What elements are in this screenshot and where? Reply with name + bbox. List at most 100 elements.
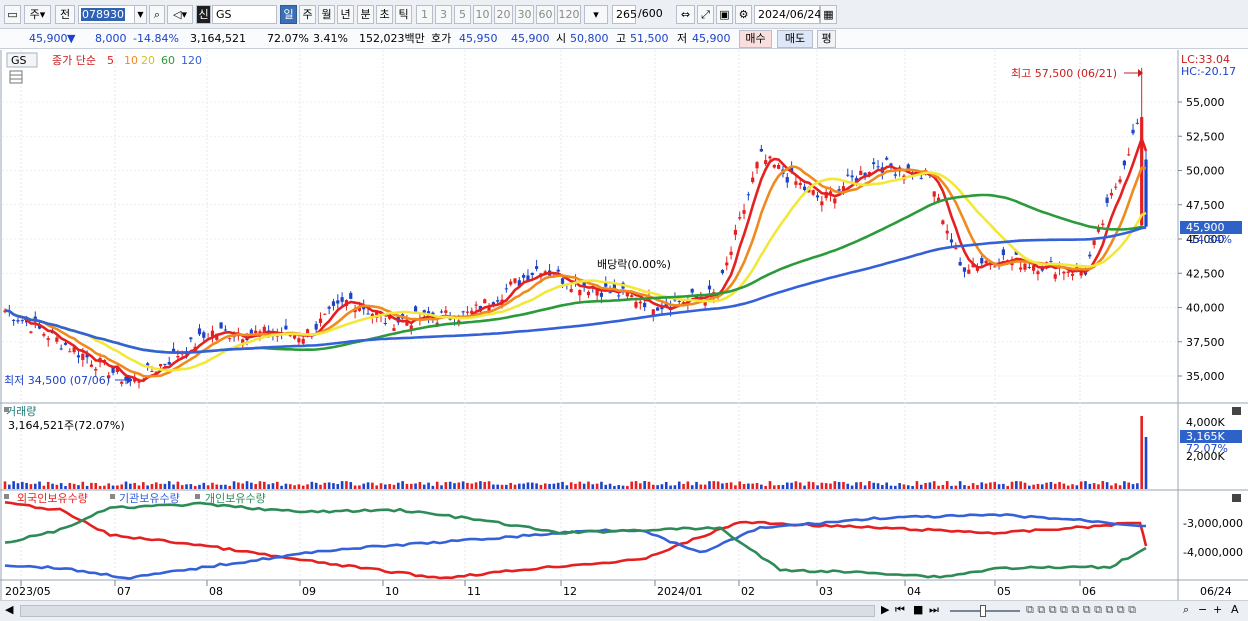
scroll-left-icon[interactable]: ◀ (5, 603, 14, 616)
volume-bar (215, 484, 219, 489)
interval-3[interactable]: 3 (435, 5, 452, 24)
stock-code-input[interactable]: 078930 (78, 5, 146, 24)
period-year-tab[interactable]: 년 (337, 5, 354, 24)
buy-button[interactable]: 매수 (739, 30, 772, 48)
volume-bar (349, 482, 353, 489)
last-icon[interactable]: ⏭ (929, 603, 939, 616)
period-second-tab[interactable]: 초 (376, 5, 393, 24)
volume-bar (409, 483, 413, 489)
volume-bar (941, 485, 945, 489)
zoom-in-icon[interactable]: + (1213, 603, 1223, 616)
interval-120[interactable]: 120 (557, 5, 581, 24)
stock-chart[interactable]: 55,000 52,500 50,000 47,500 45,000 42,500 40,0… (0, 50, 1248, 600)
candle (824, 191, 828, 199)
stock-name-field[interactable]: GS (212, 5, 277, 24)
price-tag (1180, 221, 1242, 234)
volume-bar (167, 481, 171, 489)
candle (1144, 159, 1148, 227)
candle (569, 288, 573, 292)
candle (171, 348, 176, 353)
first-icon[interactable]: ⏮ (895, 603, 905, 616)
volume-bar (500, 484, 504, 489)
candle (120, 381, 124, 384)
scroll-right-icon[interactable]: ▶ (881, 603, 890, 616)
volume-bar (150, 484, 154, 489)
interval-1[interactable]: 1 (416, 5, 433, 24)
volume-bar (107, 483, 111, 489)
interval-60[interactable]: 60 (536, 5, 555, 24)
candle (16, 320, 20, 322)
tools-icons[interactable]: ⧉ ⧉ ⧉ ⧉ ⧉ ⧉ ⧉ ⧉ ⧉ ⧉ (1026, 603, 1137, 616)
candle (526, 275, 530, 282)
layout-icon[interactable]: ▭ (4, 5, 21, 24)
period-tick-tab[interactable]: 틱 (395, 5, 412, 24)
magnifier-icon[interactable]: ⌕ (1183, 603, 1190, 616)
volume-bar (124, 481, 128, 489)
trade-amount: 152,023백만 (359, 32, 425, 45)
volume-bar (358, 485, 361, 489)
volume-bar (1062, 483, 1066, 489)
volume-bar (1144, 437, 1148, 489)
period-day-tab[interactable]: 일 (280, 5, 297, 24)
gear-icon[interactable]: ⚙ (735, 5, 752, 24)
crosshair-icon[interactable]: ⤢ (697, 5, 714, 24)
volume-bar (686, 481, 690, 489)
high-value: 51,500 (630, 32, 669, 45)
period-minute-tab[interactable]: 분 (357, 5, 374, 24)
scroll-track[interactable] (20, 605, 875, 617)
zoom-slider-handle[interactable] (980, 605, 986, 617)
volume-bar (803, 485, 806, 489)
interval-dropdown[interactable]: ▾ (584, 5, 608, 24)
save-icon[interactable]: ▣ (716, 5, 733, 24)
volume-bar (16, 483, 20, 489)
speaker-icon[interactable]: ◁▾ (167, 5, 193, 24)
volume-bar (729, 482, 733, 489)
candle (785, 177, 789, 183)
stop-icon[interactable]: ■ (913, 603, 924, 616)
sell-button[interactable]: 매도 (777, 30, 813, 48)
zoom-icon[interactable]: ⇔ (676, 5, 695, 24)
volume-bar (980, 482, 984, 489)
volume-bar (275, 481, 279, 489)
volume-bar (971, 483, 975, 489)
candle (932, 191, 936, 197)
volume-bar (427, 482, 430, 489)
candle (383, 322, 387, 324)
candle (297, 338, 301, 343)
font-size-icon[interactable]: A (1231, 603, 1239, 616)
count-input[interactable]: 265 (612, 5, 637, 24)
search-icon[interactable]: ⌕ (149, 5, 165, 24)
chevron-down-icon[interactable]: ▼ (134, 5, 147, 24)
candle (833, 198, 837, 204)
calendar-icon[interactable]: ▦ (820, 5, 837, 24)
interval-5[interactable]: 5 (454, 5, 471, 24)
eval-button[interactable]: 평 (817, 30, 836, 48)
x-label-9: 03 (819, 585, 833, 598)
interval-10[interactable]: 10 (473, 5, 492, 24)
volume-bar (712, 481, 716, 489)
y-tick-7: 37,500 (1186, 336, 1225, 349)
panel-title-box[interactable] (6, 52, 38, 68)
panel-title: GS (11, 54, 27, 67)
volume-bar (137, 485, 141, 489)
market-select[interactable]: 주▾ (24, 5, 51, 24)
period-month-tab[interactable]: 월 (318, 5, 335, 24)
chart-area[interactable]: 55,000 52,500 50,000 47,500 45,000 42,500 40,0… (0, 50, 1248, 621)
candle (111, 367, 115, 373)
change-arrow: ▼ (67, 32, 76, 45)
zoom-out-icon[interactable]: − (1198, 603, 1208, 616)
table-icon[interactable] (9, 70, 23, 84)
volume-bar (314, 482, 318, 489)
volume-bar (1058, 481, 1061, 489)
date-input[interactable]: 2024/06/24 (754, 5, 821, 24)
scroll-bar[interactable]: ◀ ▶ ⏮ ■ ⏭ ⧉ ⧉ ⧉ ⧉ ⧉ ⧉ ⧉ ⧉ ⧉ ⧉ ⌕ − + A (0, 600, 1248, 621)
panel-close-icon[interactable] (1232, 407, 1241, 415)
interval-30[interactable]: 30 (515, 5, 534, 24)
prev-button[interactable]: 전 (55, 5, 75, 24)
panel-close-icon-2[interactable] (1232, 494, 1241, 502)
ma-60-label: 60 (161, 54, 175, 67)
volume-bar (915, 481, 919, 489)
interval-20[interactable]: 20 (494, 5, 513, 24)
period-week-tab[interactable]: 주 (299, 5, 316, 24)
volume-bar (1079, 481, 1083, 489)
